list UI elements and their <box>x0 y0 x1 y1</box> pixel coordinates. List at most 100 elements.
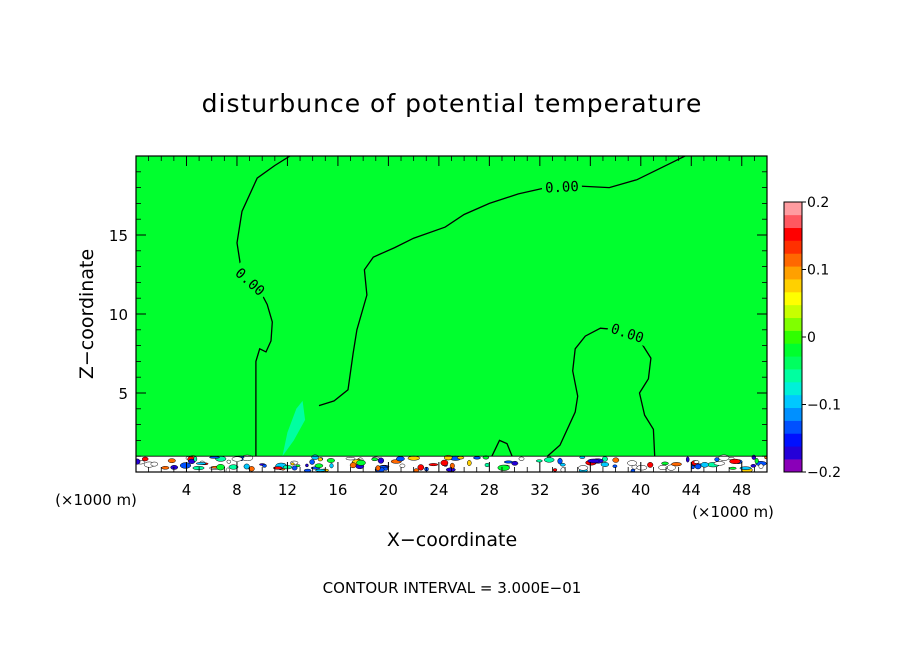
colorbar-segment <box>784 369 802 383</box>
surface-blob <box>559 462 566 467</box>
surface-blob <box>750 464 757 468</box>
surface-blob <box>694 463 702 470</box>
surface-blob <box>345 456 356 461</box>
negative-feature <box>277 315 323 457</box>
surface-blob <box>718 454 730 461</box>
surface-blob <box>193 456 198 462</box>
surface-blob <box>511 460 519 466</box>
negative-feature <box>282 400 306 457</box>
colorbar-tick-label: −0.2 <box>807 465 841 481</box>
surface-blob <box>311 454 319 460</box>
surface-blob <box>150 461 159 467</box>
plot-background <box>136 156 767 472</box>
surface-blob <box>314 463 324 468</box>
surface-blob <box>428 463 439 467</box>
surface-blob <box>407 455 420 461</box>
colorbar-segment <box>784 459 802 473</box>
contour-label: 0.00 <box>541 176 583 197</box>
x-tick-label: 36 <box>581 481 600 499</box>
contour-line <box>318 156 686 407</box>
surface-blob <box>713 461 726 466</box>
colorbar-tick-label: −0.1 <box>807 398 841 414</box>
surface-blob <box>273 466 283 470</box>
surface-blob <box>658 465 668 470</box>
surface-blob <box>758 463 764 469</box>
surface-blob <box>375 465 381 471</box>
colorbar-segment <box>784 279 802 293</box>
surface-blob <box>195 462 207 465</box>
colorbar-segment <box>784 202 802 216</box>
surface-blob <box>557 457 563 465</box>
surface-layer <box>136 454 767 472</box>
surface-blob <box>349 462 357 469</box>
surface-blob <box>497 464 510 471</box>
colorbar-tick-label: 0.1 <box>807 263 829 279</box>
surface-blob <box>467 459 472 467</box>
colorbar-segment <box>784 407 802 421</box>
y-tick-label: 5 <box>118 385 128 403</box>
surface-blob <box>587 458 600 464</box>
colorbar-segment <box>784 214 802 229</box>
x-tick-label: 32 <box>530 481 549 499</box>
surface-blob <box>371 457 379 462</box>
surface-blob <box>700 462 709 468</box>
surface-blob <box>315 468 326 472</box>
surface-blob <box>440 459 449 467</box>
surface-blob <box>647 462 654 468</box>
colorbar-segment <box>784 446 802 460</box>
surface-blob <box>226 459 232 464</box>
x-tick-label: 4 <box>182 481 192 499</box>
surface-blob <box>612 464 618 468</box>
contour-line <box>491 439 513 457</box>
surface-blob <box>627 460 638 466</box>
colorbar-segment <box>784 292 802 306</box>
surface-blob <box>216 464 225 471</box>
colorbar-segment <box>784 420 802 434</box>
surface-blob <box>457 456 465 460</box>
surface-blob <box>518 456 525 461</box>
chart-title: disturbunce of potential temperature <box>202 89 703 118</box>
surface-blob <box>356 459 366 466</box>
surface-blob <box>661 461 669 466</box>
surface-blob <box>729 466 737 470</box>
x-axis-ticks: 4 8 12 16 20 24 28 32 36 40 44 48 <box>148 156 755 499</box>
x-tick-label: 20 <box>379 481 398 499</box>
surface-blob <box>552 468 558 472</box>
surface-blob <box>136 458 141 465</box>
surface-blob <box>630 468 636 472</box>
x-axis-label: X−coordinate <box>387 529 517 551</box>
x-tick-label: 48 <box>732 481 751 499</box>
y-axis-ticks: 5 10 15 <box>109 171 767 457</box>
colorbar-segment <box>784 227 802 241</box>
surface-blob <box>262 463 267 468</box>
surface-blob <box>636 465 648 471</box>
x-tick-label: 44 <box>682 481 701 499</box>
surface-blob <box>399 463 406 468</box>
y-tick-label: 15 <box>109 227 128 245</box>
surface-blob <box>600 462 610 467</box>
y-tick-label: 10 <box>109 306 128 324</box>
surface-blob <box>243 463 250 470</box>
surface-blob <box>161 466 170 470</box>
z-unit-label: (×1000 m) <box>55 491 137 509</box>
surface-blob <box>396 456 405 462</box>
colorbar-segment <box>784 382 802 396</box>
surface-blob <box>248 466 255 472</box>
x-tick-label: 40 <box>631 481 650 499</box>
colorbar-segment <box>784 433 802 447</box>
colorbar-segment <box>784 356 802 370</box>
surface-blob <box>291 465 298 471</box>
surface-blob <box>290 462 295 466</box>
surface-blob <box>739 466 752 470</box>
surface-blob <box>685 456 690 463</box>
colorbar-tick-label: 0.2 <box>807 195 829 211</box>
x-tick-label: 24 <box>429 481 448 499</box>
x-tick-label: 28 <box>480 481 499 499</box>
x-tick-label: 8 <box>232 481 242 499</box>
colorbar-segment <box>784 304 802 319</box>
surface-blob <box>167 458 176 464</box>
surface-blob <box>535 459 543 463</box>
x-unit-label: (×1000 m) <box>692 503 774 521</box>
